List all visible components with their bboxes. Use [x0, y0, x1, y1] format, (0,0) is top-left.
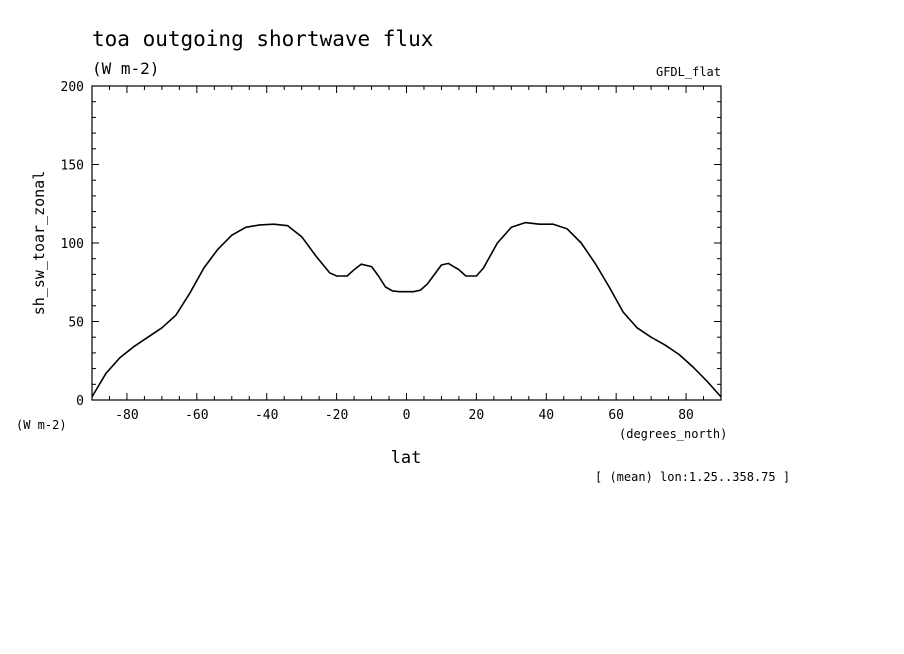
chart-subtitle: (W m-2) — [92, 59, 159, 78]
x-unit-label: (degrees_north) — [619, 427, 727, 441]
y-tick-label: 200 — [61, 80, 84, 95]
y-tick-label: 150 — [61, 159, 84, 174]
series-layer — [91, 221, 722, 398]
x-tick-label: -20 — [325, 408, 348, 423]
x-tick-label: 0 — [403, 408, 411, 423]
y-tick-label: 0 — [76, 394, 84, 409]
plot-frame — [91, 85, 722, 401]
x-axis-label: lat — [391, 448, 422, 468]
y-tick-label: 100 — [61, 237, 84, 252]
chart-title: toa outgoing shortwave flux — [92, 27, 433, 51]
x-tick-label: 60 — [608, 408, 624, 423]
y-axis-label: sh_sw_toar_zonal — [30, 171, 48, 316]
x-tick-label: -60 — [185, 408, 208, 423]
x-tick-label: 40 — [538, 408, 554, 423]
series-line — [91, 221, 722, 398]
y-axis: 0 50 100 150 200 — [61, 80, 721, 409]
model-label: GFDL_flat — [656, 65, 721, 79]
y-unit-label: (W m-2) — [16, 418, 67, 432]
x-tick-label: -80 — [115, 408, 138, 423]
footnote: [ (mean) lon:1.25..358.75 ] — [595, 470, 790, 484]
x-tick-label: 20 — [469, 408, 485, 423]
x-axis: -80 -60 -40 -20 0 20 40 60 80 — [91, 86, 722, 423]
y-tick-label: 50 — [68, 316, 84, 331]
x-tick-label: -40 — [255, 408, 278, 423]
x-tick-label: 80 — [678, 408, 694, 423]
